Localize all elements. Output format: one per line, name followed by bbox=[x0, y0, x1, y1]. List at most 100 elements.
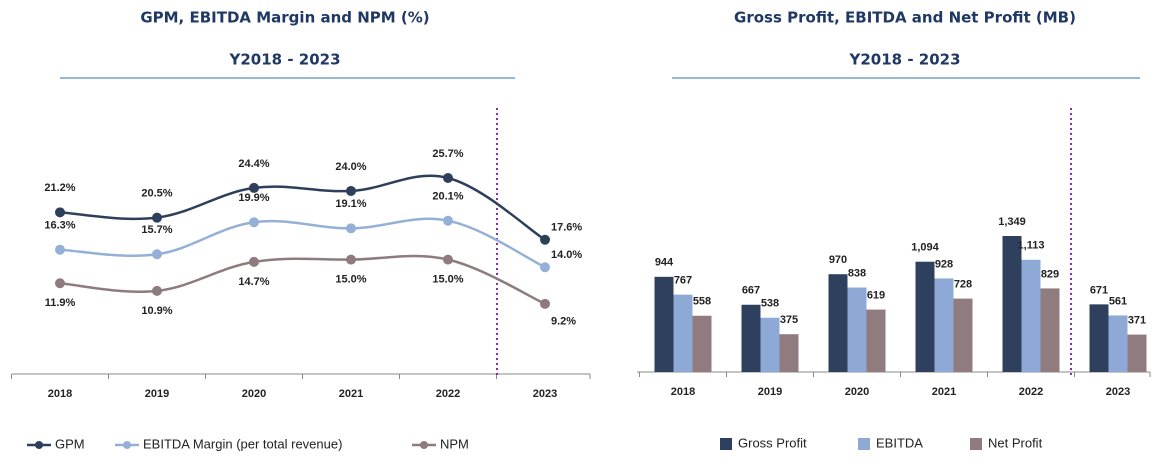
x-tick-label: 2023 bbox=[533, 388, 557, 400]
legend-marker bbox=[35, 441, 43, 449]
value-label: 10.9% bbox=[141, 305, 172, 317]
legend-marker bbox=[420, 441, 428, 449]
left-title: GPM, EBITDA Margin and NPM (%) bbox=[140, 9, 429, 27]
x-tick-label: 2023 bbox=[1106, 386, 1130, 398]
bar bbox=[673, 294, 693, 372]
value-label: 1,349 bbox=[998, 216, 1026, 228]
value-label: 728 bbox=[954, 279, 972, 291]
x-tick-label: 2019 bbox=[758, 386, 782, 398]
x-tick-label: 2022 bbox=[1019, 386, 1043, 398]
bar bbox=[692, 315, 712, 372]
value-label: 671 bbox=[1090, 284, 1108, 296]
marker bbox=[443, 173, 453, 183]
value-label: 619 bbox=[867, 290, 885, 302]
legend-label: GPM bbox=[55, 436, 85, 451]
legend-label: NPM bbox=[440, 436, 469, 451]
bar bbox=[1002, 236, 1022, 372]
value-label: 375 bbox=[780, 314, 798, 326]
value-label: 1,094 bbox=[911, 242, 939, 254]
marker bbox=[249, 217, 259, 228]
value-label: 21.2% bbox=[44, 182, 75, 194]
legend-swatch bbox=[858, 438, 870, 450]
line bbox=[59, 174, 546, 241]
legend-swatch bbox=[720, 438, 732, 450]
value-label: 15.0% bbox=[335, 274, 366, 286]
legend-marker bbox=[123, 441, 131, 449]
right-subtitle: Y2018 - 2023 bbox=[848, 51, 960, 69]
x-tick-label: 2018 bbox=[48, 388, 72, 400]
legend-label: EBITDA Margin (per total revenue) bbox=[143, 436, 342, 451]
marker bbox=[443, 215, 453, 226]
x-tick-label: 2020 bbox=[845, 386, 869, 398]
marker bbox=[249, 256, 259, 267]
bar bbox=[1021, 259, 1041, 372]
legend-label: Net Profit bbox=[988, 435, 1043, 450]
bar bbox=[866, 309, 886, 372]
marker bbox=[55, 207, 65, 218]
marker bbox=[152, 212, 162, 223]
value-label: 20.5% bbox=[141, 188, 172, 200]
value-label: 15.0% bbox=[432, 274, 463, 286]
marker bbox=[152, 249, 162, 260]
x-tick-label: 2021 bbox=[339, 388, 363, 400]
marker bbox=[249, 182, 259, 193]
x-tick-label: 2021 bbox=[932, 386, 956, 398]
value-label: 538 bbox=[761, 298, 779, 310]
value-label: 24.4% bbox=[238, 158, 269, 170]
bar bbox=[953, 298, 973, 372]
bar bbox=[1108, 315, 1128, 372]
marker bbox=[55, 278, 65, 289]
value-label: 9.2% bbox=[551, 316, 576, 328]
right-title: Gross Profit, EBITDA and Net Profit (MB) bbox=[734, 9, 1076, 27]
marker bbox=[346, 223, 356, 234]
left-subtitle: Y2018 - 2023 bbox=[228, 51, 340, 69]
marker bbox=[540, 262, 550, 273]
line bbox=[59, 217, 546, 269]
value-label: 17.6% bbox=[551, 222, 582, 234]
x-tick-label: 2022 bbox=[436, 388, 460, 400]
value-label: 928 bbox=[935, 258, 953, 270]
value-label: 20.1% bbox=[432, 191, 463, 203]
bar bbox=[828, 274, 848, 372]
value-label: 561 bbox=[1109, 295, 1127, 307]
marker bbox=[55, 244, 65, 255]
value-label: 1,113 bbox=[1018, 240, 1045, 252]
marker bbox=[346, 185, 356, 196]
bar bbox=[1089, 304, 1109, 372]
value-label: 19.9% bbox=[238, 192, 269, 204]
value-label: 19.1% bbox=[335, 198, 366, 210]
line bbox=[59, 254, 546, 305]
marker bbox=[540, 298, 550, 309]
value-label: 767 bbox=[674, 275, 692, 287]
value-label: 14.7% bbox=[238, 276, 269, 288]
marker bbox=[152, 285, 162, 296]
value-label: 25.7% bbox=[432, 148, 463, 160]
bar bbox=[1127, 334, 1147, 372]
value-label: 944 bbox=[655, 257, 674, 269]
value-label: 14.0% bbox=[551, 249, 582, 261]
bar bbox=[760, 317, 780, 372]
legend-label: Gross Profit bbox=[738, 435, 807, 450]
legend-swatch bbox=[970, 438, 982, 450]
bar bbox=[915, 261, 935, 372]
x-tick-label: 2019 bbox=[145, 388, 169, 400]
value-label: 970 bbox=[829, 254, 847, 266]
bar bbox=[654, 276, 674, 372]
value-label: 24.0% bbox=[335, 161, 366, 173]
bar bbox=[934, 278, 954, 372]
marker bbox=[540, 234, 550, 245]
x-tick-label: 2020 bbox=[242, 388, 266, 400]
value-label: 16.3% bbox=[44, 220, 75, 232]
bar bbox=[1040, 288, 1060, 372]
legend-label: EBITDA bbox=[876, 435, 923, 450]
value-label: 838 bbox=[848, 267, 866, 279]
bar bbox=[847, 287, 867, 372]
x-tick-label: 2018 bbox=[671, 386, 695, 398]
value-label: 829 bbox=[1041, 268, 1059, 280]
marker bbox=[443, 254, 453, 265]
value-label: 371 bbox=[1128, 315, 1146, 327]
bar bbox=[779, 334, 799, 372]
value-label: 15.7% bbox=[141, 224, 172, 236]
bar bbox=[741, 304, 761, 372]
